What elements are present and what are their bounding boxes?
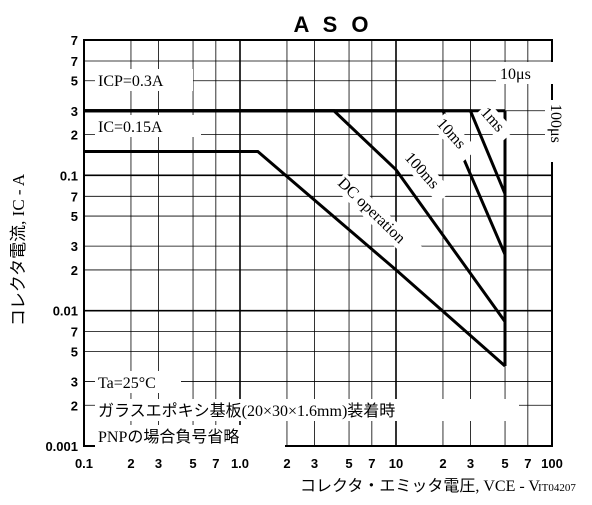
x-tick-label: 10 xyxy=(389,456,403,471)
series-line-5 xyxy=(84,150,506,368)
x-tick-label: 5 xyxy=(501,456,508,471)
x-tick-label: 3 xyxy=(311,456,318,471)
x-tick-label: 3 xyxy=(467,456,474,471)
annotation-ic: IC=0.15A xyxy=(95,115,201,137)
y-tick-label: 3 xyxy=(71,104,78,119)
x-tick-label: 2 xyxy=(439,456,446,471)
y-tick-label: 0.01 xyxy=(53,304,78,319)
y-tick-label: 3 xyxy=(71,374,78,389)
y-axis-label: コレクタ電流, IC - A xyxy=(9,173,28,326)
y-tick-label: 2 xyxy=(71,128,78,143)
y-tick-label: 0.001 xyxy=(45,439,78,454)
series-layer xyxy=(84,109,507,368)
x-tick-label: 7 xyxy=(524,456,531,471)
x-tick-label: 100 xyxy=(541,456,563,471)
plot-frame xyxy=(83,39,553,447)
x-tick-label: 0.1 xyxy=(75,456,93,471)
y-tick-label: 7 xyxy=(71,325,78,340)
x-tick-label: 3 xyxy=(155,456,162,471)
x-tick-label: 5 xyxy=(345,456,352,471)
annotation-board: ガラスエポキシ基板(20×30×1.6mm)装着時 xyxy=(95,399,519,421)
x-tick-label: 5 xyxy=(189,456,196,471)
y-tick-label: 5 xyxy=(71,344,78,359)
series-line-4 xyxy=(84,109,507,323)
y-tick-label: 5 xyxy=(71,209,78,224)
x-tick-label: 7 xyxy=(212,456,219,471)
y-tick-label: 7 xyxy=(71,54,78,69)
annotation-icp-text: ICP=0.3A xyxy=(98,73,164,90)
y-tick-label: 7 xyxy=(71,189,78,204)
annotation-pnp: PNPの場合負号省略 xyxy=(95,425,285,447)
label-10us: 10μs xyxy=(496,62,554,84)
annotation-pnp-text: PNPの場合負号省略 xyxy=(98,428,239,446)
annotation-ta: Ta=25°C xyxy=(95,371,181,393)
annotation-board-text: ガラスエポキシ基板(20×30×1.6mm)装着時 xyxy=(98,402,395,420)
label-dc-operation: DC operation xyxy=(332,172,426,265)
y-tick-label: 2 xyxy=(71,263,78,278)
y-tick-label: 5 xyxy=(71,74,78,89)
label-dc-operation-text: DC operation xyxy=(334,175,408,247)
label-100us: 100μs xyxy=(545,100,567,162)
y-tick-label: 7 xyxy=(71,33,78,48)
x-tick-label: 1.0 xyxy=(231,456,249,471)
x-tick-label: 7 xyxy=(368,456,375,471)
y-tick-label: 2 xyxy=(71,398,78,413)
x-axis-label: コレクタ・エミッタ電圧, VCE - V xyxy=(300,477,540,495)
label-100us-text: 100μs xyxy=(547,104,564,143)
annotation-ta-text: Ta=25°C xyxy=(98,375,156,392)
label-10us-text: 10μs xyxy=(500,66,531,83)
figure-code: IT04207 xyxy=(538,482,576,494)
tick-labels: 0.1 2 3 5 7 1.0 2 3 5 7 10 2 3 5 7 100 7 7 5 3 2 0.1 7 5 3 2 0.01 7… xyxy=(45,33,562,471)
x-tick-label: 2 xyxy=(127,456,134,471)
y-tick-label: 3 xyxy=(71,239,78,254)
annotation-icp: ICP=0.3A xyxy=(95,69,193,91)
y-tick-label: 0.1 xyxy=(60,168,78,183)
annotation-ic-text: IC=0.15A xyxy=(98,119,163,136)
x-tick-label: 2 xyxy=(283,456,290,471)
chart-title: A S O xyxy=(293,12,372,37)
